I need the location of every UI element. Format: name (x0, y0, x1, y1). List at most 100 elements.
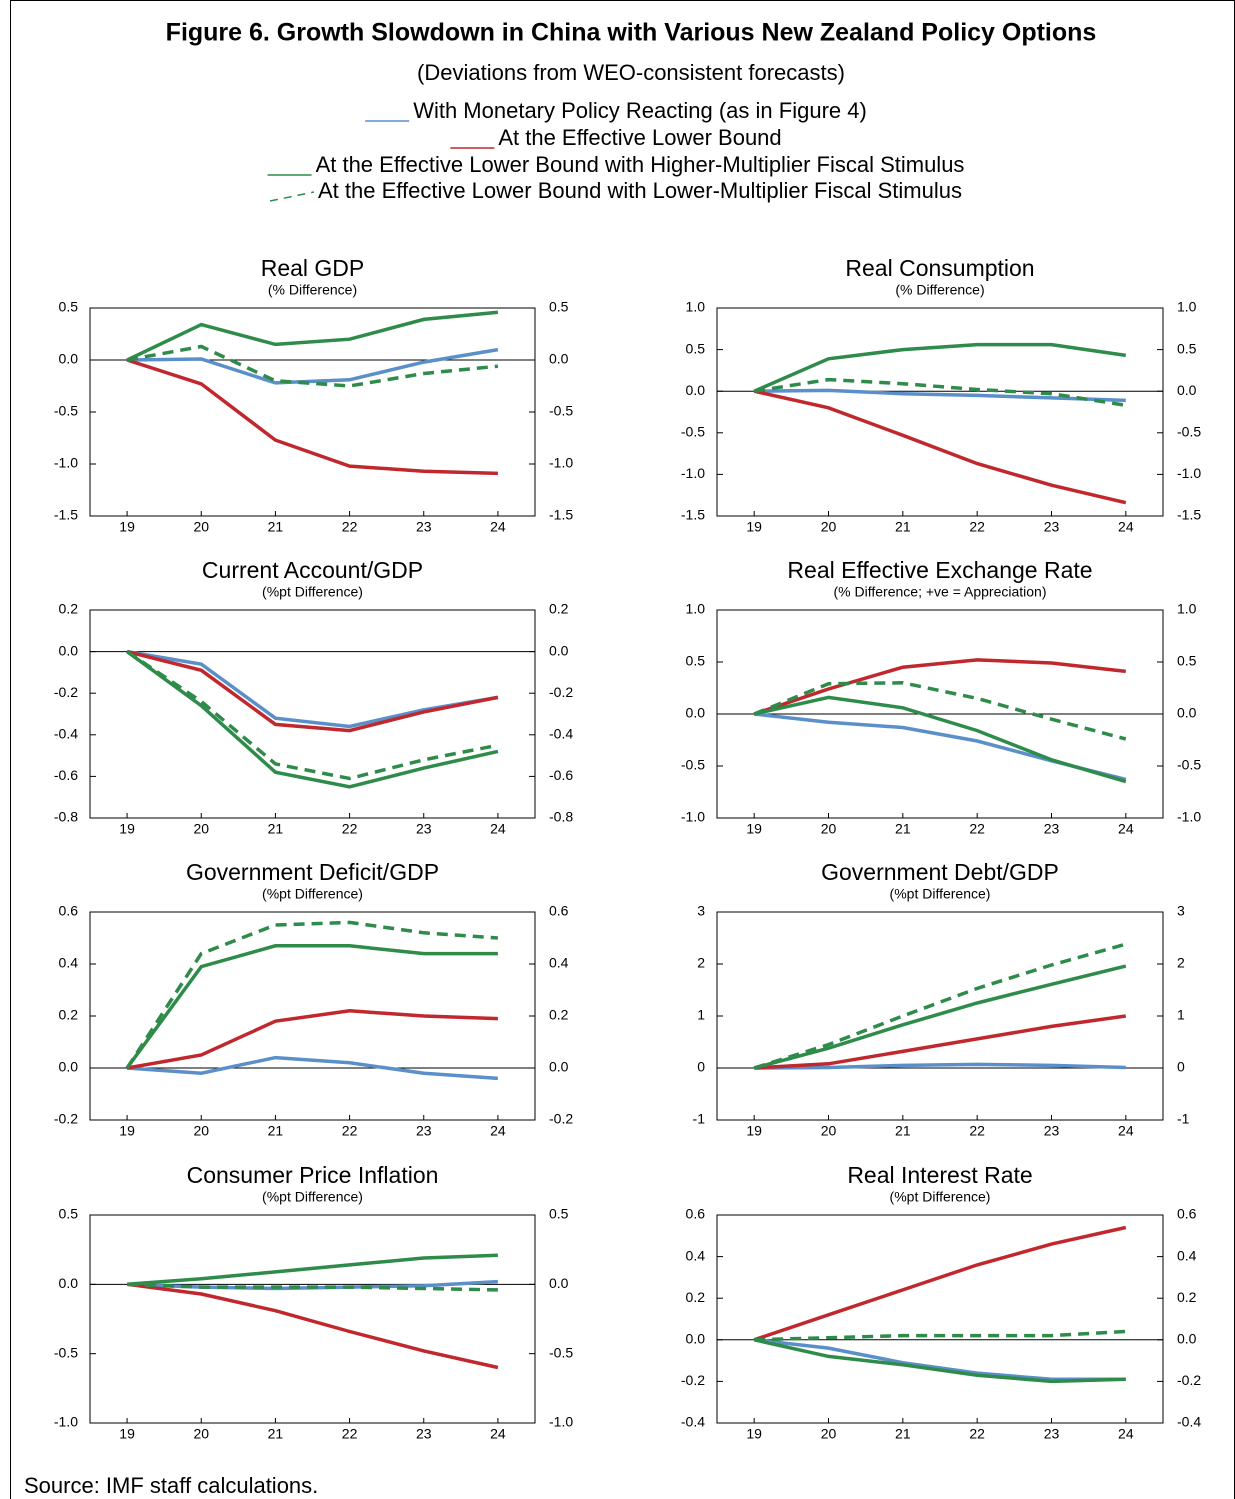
y2-tick-label: -0.4 (1177, 1414, 1201, 1430)
x-tick-label: 23 (1044, 1426, 1060, 1442)
panel-subtitle: (%pt Difference) (262, 584, 363, 600)
y-tick-label: 0.0 (59, 1059, 79, 1075)
y2-tick-label: 0.2 (549, 1007, 569, 1023)
series-line (126, 1253, 498, 1287)
y-tick-label: -1.0 (54, 1414, 78, 1430)
y2-tick-label: 0.0 (549, 642, 569, 658)
x-tick-label: 23 (1044, 821, 1060, 837)
x-tick-label: 19 (119, 1123, 135, 1139)
x-tick-label: 24 (1118, 821, 1134, 837)
y2-tick-label: 0.2 (1177, 1289, 1197, 1305)
y-tick-label: 0.2 (59, 601, 79, 617)
x-tick-label: 22 (342, 1426, 358, 1442)
series-line (753, 1338, 1126, 1384)
series-line (126, 310, 499, 362)
series-line (125, 920, 499, 1069)
plot-frame (716, 1214, 1164, 1424)
series-line (126, 1009, 498, 1070)
y2-tick-label: 0 (1177, 1059, 1185, 1075)
y-tick-label: 0.5 (59, 299, 79, 315)
y-tick-label: 3 (697, 903, 705, 919)
x-tick-label: 19 (746, 821, 762, 837)
legend-label: At the Effective Lower Bound with Higher… (316, 152, 965, 177)
x-tick-label: 24 (490, 1123, 506, 1139)
panel-subtitle: (% Difference) (268, 282, 357, 298)
series-line (753, 377, 1127, 408)
y-tick-label: -1.5 (681, 507, 705, 523)
y-tick-label: 0.2 (59, 1007, 79, 1023)
y2-tick-label: 0.0 (549, 351, 569, 367)
y-tick-label: 0.0 (686, 705, 706, 721)
y-tick-label: -1.0 (54, 455, 78, 471)
panel-title: Consumer Price Inflation (187, 1162, 439, 1188)
y2-tick-label: 3 (1177, 903, 1185, 919)
y2-tick-label: -0.5 (549, 1344, 573, 1360)
plot-frame (716, 307, 1164, 517)
legend-label: At the Effective Lower Bound (498, 125, 781, 150)
legend-swatch (269, 191, 315, 202)
plot-frame (89, 609, 536, 819)
y-tick-label: -1.0 (681, 809, 705, 825)
series-line (754, 1014, 1127, 1070)
x-tick-label: 20 (821, 821, 837, 837)
y-tick-label: 0.5 (686, 340, 706, 356)
series-line (126, 1282, 499, 1370)
x-tick-label: 21 (895, 519, 911, 535)
legend-label: At the Effective Lower Bound with Lower-… (318, 178, 962, 203)
x-tick-label: 23 (416, 519, 432, 535)
y2-tick-label: 0.4 (1177, 1247, 1197, 1263)
y-tick-label: 0.4 (59, 955, 79, 971)
y-tick-label: 1.0 (686, 299, 706, 315)
series-line (753, 942, 1127, 1070)
source-note: Source: IMF staff calculations. (24, 1473, 318, 1498)
frame (10, 0, 1235, 1499)
x-tick-label: 21 (268, 1426, 284, 1442)
y-tick-label: 0.5 (59, 1206, 79, 1222)
y-tick-label: 0.0 (59, 1275, 79, 1291)
y2-tick-label: 0.5 (549, 1206, 569, 1222)
series-line (753, 681, 1127, 741)
y-tick-label: -1 (693, 1111, 706, 1127)
y2-tick-label: -1 (1177, 1111, 1190, 1127)
series-line (753, 695, 1127, 784)
series-line (753, 964, 1127, 1070)
series-line (127, 1282, 498, 1292)
y2-tick-label: 0.6 (549, 903, 569, 919)
x-tick-label: 19 (119, 1426, 135, 1442)
x-tick-label: 24 (490, 519, 506, 535)
x-tick-label: 21 (895, 821, 911, 837)
panel-title: Current Account/GDP (202, 557, 423, 583)
y-tick-label: 0.5 (686, 653, 706, 669)
x-tick-label: 23 (416, 821, 432, 837)
y-tick-label: -0.6 (54, 767, 78, 783)
y2-tick-label: -0.2 (1177, 1372, 1201, 1388)
y2-tick-label: -0.6 (549, 767, 573, 783)
x-tick-label: 22 (342, 1123, 358, 1139)
x-tick-label: 21 (268, 519, 284, 535)
x-tick-label: 23 (416, 1426, 432, 1442)
series-line (126, 1055, 499, 1081)
y-tick-label: -0.2 (54, 684, 78, 700)
panel-title: Government Deficit/GDP (186, 859, 439, 885)
y-tick-label: 0.0 (686, 382, 706, 398)
y2-tick-label: 0.0 (1177, 1331, 1197, 1347)
y2-tick-label: 1 (1177, 1007, 1185, 1023)
x-tick-label: 20 (193, 1123, 209, 1139)
y2-tick-label: -0.5 (1177, 424, 1201, 440)
x-tick-label: 20 (821, 1426, 837, 1442)
series-line (753, 389, 1127, 505)
x-tick-label: 24 (490, 1426, 506, 1442)
x-tick-label: 20 (193, 519, 209, 535)
x-tick-label: 23 (416, 1123, 432, 1139)
y-tick-label: 0.6 (59, 903, 79, 919)
y-tick-label: -0.4 (54, 726, 78, 742)
y2-tick-label: 0.0 (1177, 705, 1197, 721)
y-tick-label: -0.5 (681, 424, 705, 440)
x-tick-label: 24 (1118, 519, 1134, 535)
x-tick-label: 19 (746, 1123, 762, 1139)
y2-tick-label: -0.2 (549, 684, 573, 700)
x-tick-label: 21 (895, 1426, 911, 1442)
y-tick-label: -0.2 (681, 1372, 705, 1388)
panel-subtitle: (%pt Difference) (262, 1189, 363, 1205)
y-tick-label: -0.5 (681, 757, 705, 773)
